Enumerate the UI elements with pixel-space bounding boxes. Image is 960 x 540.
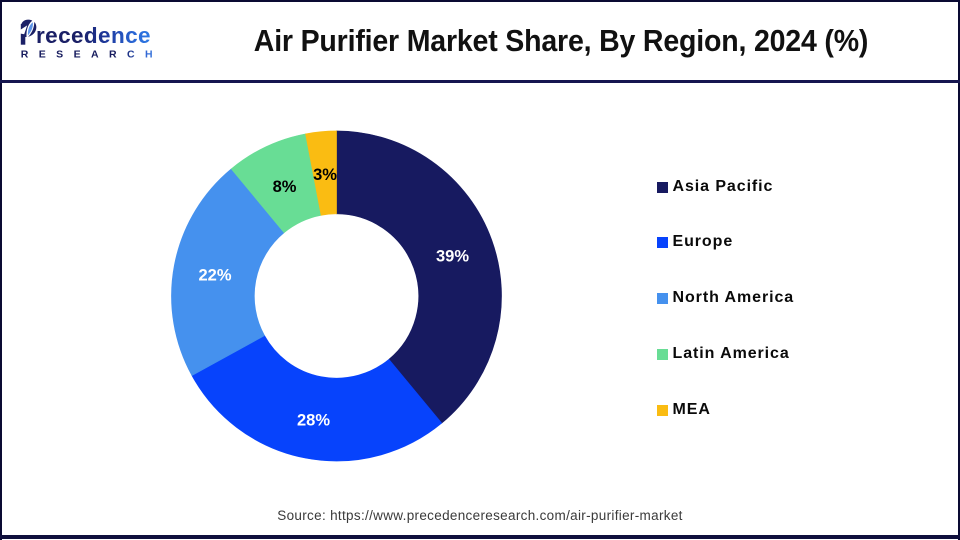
svg-text:recedence: recedence bbox=[36, 23, 151, 48]
svg-text:39%: 39% bbox=[436, 248, 469, 266]
svg-text:22%: 22% bbox=[198, 267, 231, 285]
svg-text:28%: 28% bbox=[297, 412, 330, 430]
svg-text:8%: 8% bbox=[273, 178, 297, 196]
svg-text:RESEARCH: RESEARCH bbox=[21, 49, 163, 61]
svg-text:3%: 3% bbox=[313, 166, 337, 184]
